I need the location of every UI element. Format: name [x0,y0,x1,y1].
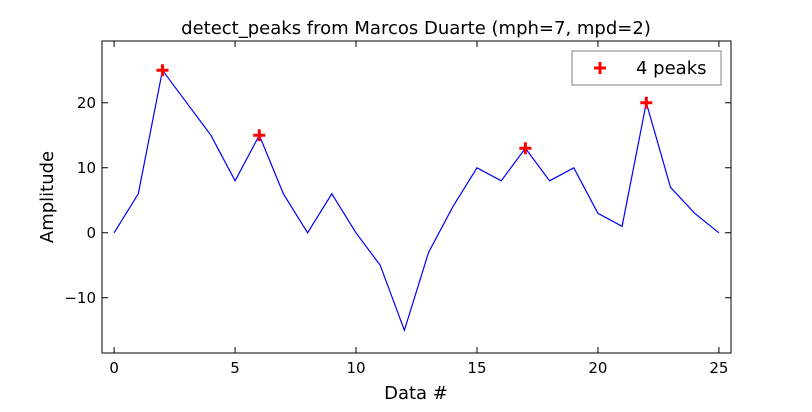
x-tick-label: 10 [346,359,365,377]
x-tick-label: 15 [467,359,486,377]
x-tick-label: 20 [588,359,607,377]
peak-plus-marker-icon [640,96,653,109]
y-tick-label: 0 [86,224,96,242]
y-tick-label: −10 [64,289,96,307]
y-axis-label: Amplitude [37,151,58,243]
y-tick-label: 10 [77,159,96,177]
peak-plus-marker-icon [156,64,169,77]
peak-plus-marker-icon [253,129,266,142]
chart-title: detect_peaks from Marcos Duarte (mph=7, … [181,18,651,39]
x-tick-label: 5 [230,359,240,377]
legend-label: 4 peaks [636,58,707,79]
data-line [113,68,720,333]
legend: 4 peaks [571,50,722,86]
plot-frame [101,40,732,354]
peak-markers [156,64,653,155]
y-tick-label: 20 [77,94,96,112]
x-tick-label: 25 [709,359,728,377]
x-axis-ticks: 0 5 10 15 20 25 [109,41,728,377]
peak-plus-marker-icon [519,142,532,155]
plot-area: 0 5 10 15 20 25 −10 0 10 20 [64,40,732,377]
x-axis-label: Data # [384,383,448,404]
legend-plus-marker-icon [594,62,606,74]
y-axis-ticks: −10 0 10 20 [64,94,731,307]
x-tick-label: 0 [109,359,119,377]
